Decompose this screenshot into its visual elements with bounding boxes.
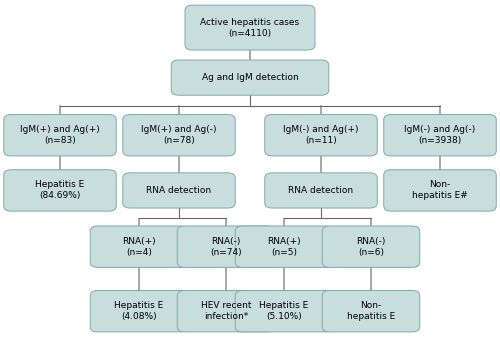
FancyBboxPatch shape [177, 226, 275, 267]
FancyBboxPatch shape [122, 115, 235, 156]
FancyBboxPatch shape [322, 290, 420, 332]
Text: RNA(-)
(n=6): RNA(-) (n=6) [356, 237, 386, 257]
Text: Non-
hepatitis E#: Non- hepatitis E# [412, 180, 468, 200]
FancyBboxPatch shape [122, 173, 235, 208]
Text: IgM(-) and Ag(-)
(n=3938): IgM(-) and Ag(-) (n=3938) [404, 125, 475, 145]
FancyBboxPatch shape [265, 115, 378, 156]
Text: RNA(+)
(n=5): RNA(+) (n=5) [267, 237, 301, 257]
Text: IgM(+) and Ag(-)
(n=78): IgM(+) and Ag(-) (n=78) [142, 125, 217, 145]
FancyBboxPatch shape [322, 226, 420, 267]
FancyBboxPatch shape [384, 115, 496, 156]
FancyBboxPatch shape [235, 290, 333, 332]
Text: RNA(+)
(n=4): RNA(+) (n=4) [122, 237, 156, 257]
Text: Hepatitis E
(84.69%): Hepatitis E (84.69%) [36, 180, 84, 200]
FancyBboxPatch shape [4, 170, 116, 211]
FancyBboxPatch shape [171, 60, 329, 95]
Text: RNA(-)
(n=74): RNA(-) (n=74) [210, 237, 242, 257]
Text: RNA detection: RNA detection [146, 186, 212, 195]
Text: HEV recent
infection*: HEV recent infection* [201, 301, 252, 321]
Text: Hepatitis E
(4.08%): Hepatitis E (4.08%) [114, 301, 164, 321]
Text: Non-
hepatitis E: Non- hepatitis E [347, 301, 395, 321]
FancyBboxPatch shape [265, 173, 378, 208]
FancyBboxPatch shape [185, 5, 315, 50]
FancyBboxPatch shape [4, 115, 116, 156]
Text: Hepatitis E
(5.10%): Hepatitis E (5.10%) [260, 301, 308, 321]
Text: IgM(+) and Ag(+)
(n=83): IgM(+) and Ag(+) (n=83) [20, 125, 100, 145]
FancyBboxPatch shape [90, 290, 188, 332]
Text: Active hepatitis cases
(n=4110): Active hepatitis cases (n=4110) [200, 18, 300, 38]
FancyBboxPatch shape [90, 226, 188, 267]
FancyBboxPatch shape [177, 290, 275, 332]
FancyBboxPatch shape [384, 170, 496, 211]
FancyBboxPatch shape [235, 226, 333, 267]
Text: RNA detection: RNA detection [288, 186, 354, 195]
Text: IgM(-) and Ag(+)
(n=11): IgM(-) and Ag(+) (n=11) [283, 125, 359, 145]
Text: Ag and IgM detection: Ag and IgM detection [202, 73, 298, 82]
